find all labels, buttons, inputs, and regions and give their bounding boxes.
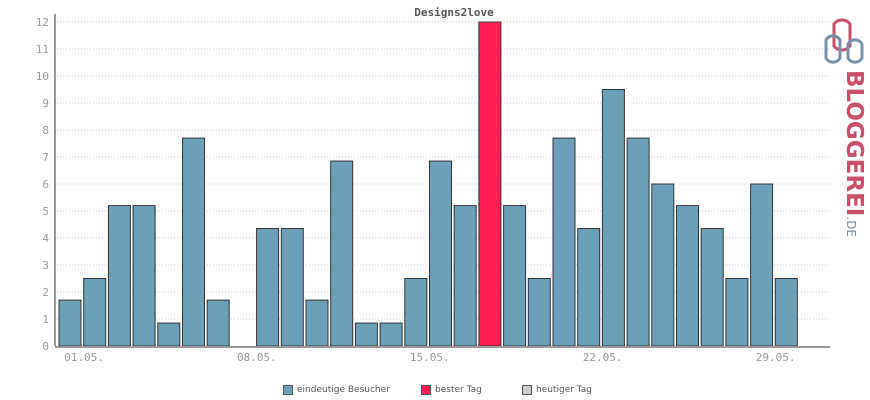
bar	[330, 160, 354, 347]
x-tick-label: 22.05.	[583, 351, 623, 364]
legend-swatch-visitors	[283, 385, 293, 395]
bar	[157, 322, 181, 347]
bar	[83, 278, 107, 347]
y-tick-label: 5	[42, 205, 49, 218]
bar	[354, 322, 378, 347]
logo-icon	[824, 18, 864, 64]
bar	[750, 183, 774, 347]
x-tick-label: 08.05.	[237, 351, 277, 364]
bar	[651, 183, 675, 347]
y-tick-label: 9	[42, 97, 49, 110]
bar	[107, 205, 131, 347]
y-tick-label: 11	[36, 43, 49, 56]
bar	[379, 322, 403, 347]
bar	[132, 205, 156, 347]
y-tick-label: 4	[42, 232, 49, 245]
bar	[280, 228, 304, 347]
chart-title: Designs2love	[414, 6, 494, 19]
legend: eindeutige Besucher bester Tag heutiger …	[0, 385, 870, 399]
best-day-bar	[478, 21, 502, 347]
bar	[206, 299, 230, 347]
x-tick-label: 15.05.	[410, 351, 450, 364]
legend-label-today: heutiger Tag	[536, 385, 593, 395]
y-tick-label: 7	[42, 151, 49, 164]
bar	[552, 137, 576, 347]
bar	[305, 299, 329, 347]
x-axis-ticks: 01.05. 08.05. 15.05. 22.05. 29.05.	[64, 351, 795, 364]
bloggerei-logo: BLOGGEREI.DE	[812, 18, 870, 237]
legend-label-best-day: bester Tag	[435, 385, 482, 395]
bar	[256, 228, 280, 347]
bar	[503, 205, 527, 347]
bar	[626, 137, 650, 347]
bars	[58, 21, 798, 347]
y-tick-label: 12	[36, 16, 49, 29]
y-tick-label: 1	[42, 313, 49, 326]
y-tick-label: 8	[42, 124, 49, 137]
bar	[577, 228, 601, 347]
logo-suffix: .DE	[844, 216, 858, 238]
y-tick-label: 6	[42, 178, 49, 191]
axes	[54, 14, 830, 348]
legend-swatch-today	[522, 385, 532, 395]
legend-item-best-day: bester Tag	[421, 385, 482, 395]
bar	[700, 228, 724, 347]
bar	[58, 299, 82, 347]
bar	[453, 205, 477, 347]
logo-text: BLOGGEREI	[841, 70, 867, 217]
bar	[429, 160, 452, 347]
y-tick-label: 0	[42, 340, 49, 353]
bar	[404, 278, 428, 347]
y-tick-label: 10	[36, 70, 49, 83]
bar	[725, 278, 749, 347]
legend-item-visitors: eindeutige Besucher	[283, 385, 390, 395]
bar	[527, 278, 551, 347]
x-tick-label: 01.05.	[64, 351, 104, 364]
bar	[774, 278, 798, 347]
bar	[182, 137, 205, 347]
y-tick-label: 2	[42, 286, 49, 299]
legend-item-today: heutiger Tag	[522, 385, 592, 395]
legend-label-visitors: eindeutige Besucher	[297, 385, 390, 395]
bar	[601, 89, 625, 347]
logo-wordmark: BLOGGEREI.DE	[837, 70, 867, 270]
bar	[676, 205, 699, 347]
legend-swatch-best-day	[421, 385, 431, 395]
x-tick-label: 29.05.	[756, 351, 796, 364]
y-tick-label: 3	[42, 259, 49, 272]
